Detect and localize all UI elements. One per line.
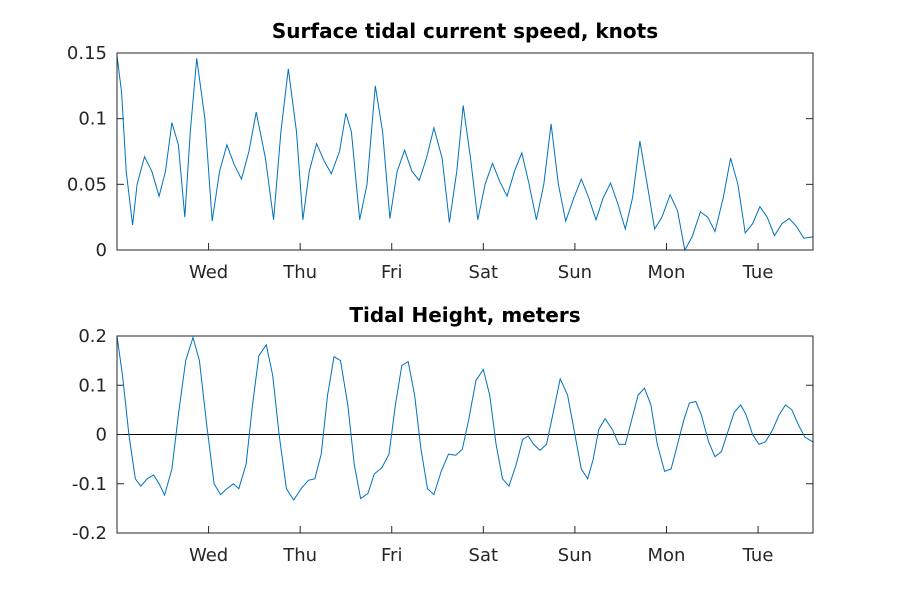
current-speed-line [116,55,814,252]
y-tick-label: 0 [96,240,107,261]
x-tick-label: Tue [742,545,774,566]
tick-layer: Wed Thu Fri Sat Sun Mon Tue 0 0.05 0.1 0.15 [67,43,813,283]
x-tick-label: Sat [469,545,499,566]
x-tick-label: Thu [282,545,317,566]
chart-title: Tidal Height, meters [349,303,580,327]
current-speed-chart: Surface tidal current speed, knots Wed Th… [67,19,814,283]
x-tick-label: Sat [469,262,499,283]
y-tick-label: 0.2 [78,326,107,347]
x-tick-label: Sun [558,545,592,566]
x-tick-label: Mon [647,545,685,566]
y-tick-label: 0 [96,425,107,446]
y-tick-label: 0.15 [67,43,107,64]
y-tick-label: 0.05 [67,174,107,195]
x-tick-label: Tue [742,262,774,283]
chart-title: Surface tidal current speed, knots [272,19,658,43]
x-tick-label: Thu [282,262,317,283]
y-tick-label: 0.1 [78,375,107,396]
x-tick-label: Mon [647,262,685,283]
y-tick-label: 0.1 [78,109,107,130]
x-tick-label: Wed [189,262,228,283]
plot-frame [116,335,814,534]
x-tick-label: Fri [381,545,402,566]
tick-layer: Wed Thu Fri Sat Sun Mon Tue -0.2 -0.1 0 0.1 0.2 [72,326,813,566]
tidal-height-line [116,335,814,501]
tidal-height-chart: Tidal Height, meters Wed Thu Fri Sat Sun Mon T… [72,303,814,566]
x-tick-label: Sun [558,262,592,283]
x-tick-label: Wed [189,545,228,566]
x-tick-label: Fri [381,262,402,283]
y-tick-label: -0.2 [72,523,107,544]
plot-frame [116,52,814,251]
y-tick-label: -0.1 [72,474,107,495]
